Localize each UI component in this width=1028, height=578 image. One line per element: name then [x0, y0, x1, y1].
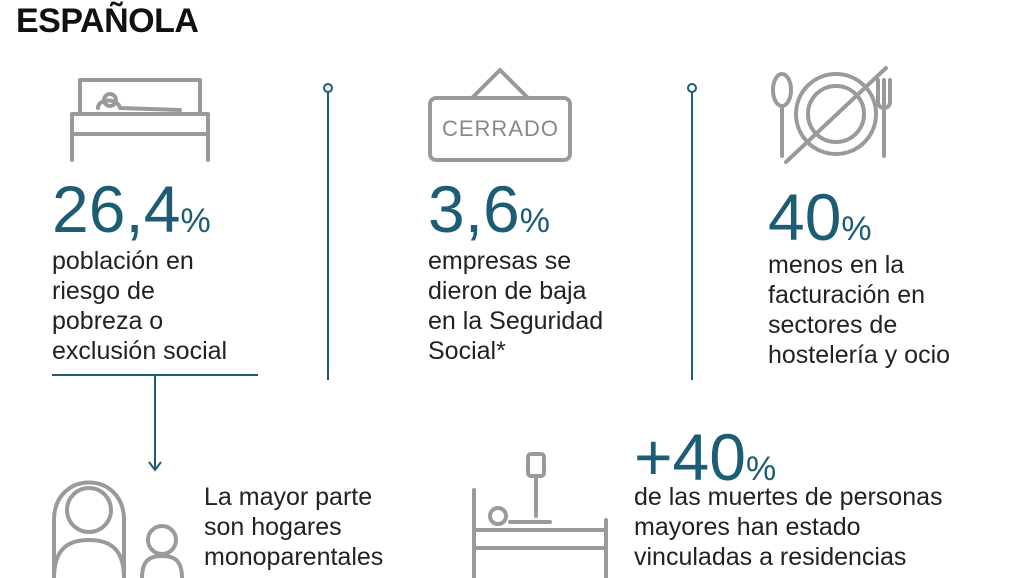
arrow-down-icon [148, 376, 162, 472]
divider-line [323, 83, 333, 380]
hospital-bed-icon [472, 452, 608, 578]
page-title: ESPAÑOLA [16, 2, 199, 40]
stat-value-poverty: 26,4% [52, 172, 211, 246]
stat-text-revenue: menos en la facturación en sectores de host… [768, 251, 951, 369]
stat-text-deaths: de las muertes de personas mayores han es… [634, 483, 943, 571]
divider-line [687, 83, 697, 380]
closed-sign-icon [428, 68, 572, 162]
divider [52, 374, 258, 376]
no-dining-icon [771, 66, 892, 164]
stat-value-deaths: +40% [634, 420, 777, 494]
bed-icon [70, 78, 210, 162]
closed-sign-label: CERRADO [441, 116, 559, 141]
stat-text-companies: empresas se dieron de baja en la Seguridad… [428, 247, 604, 365]
stat-text-poverty: población en riesgo de pobreza o exclusión … [52, 247, 228, 365]
stat-value-companies: 3,6% [428, 172, 550, 246]
stat-value-revenue: 40% [768, 180, 872, 254]
parent-child-icon [52, 480, 184, 578]
note-text: La mayor parte son hogares monoparentales [204, 483, 384, 571]
